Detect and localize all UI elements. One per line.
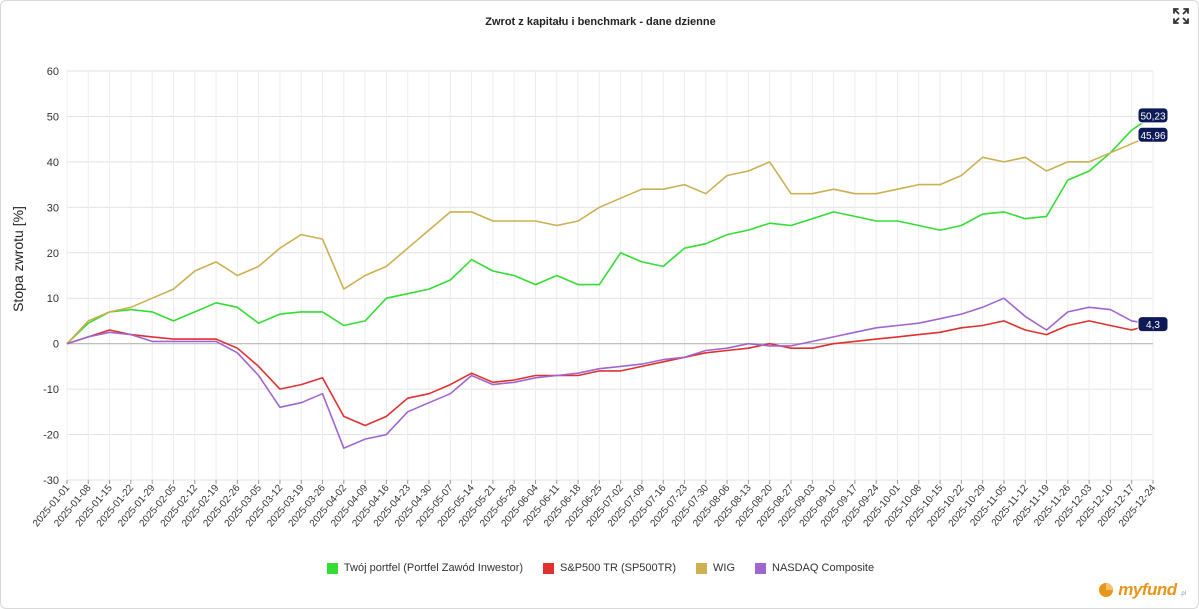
legend-label: S&P500 TR (SP500TR) xyxy=(560,562,676,574)
x-axis-ticks: 2025-01-012025-01-082025-01-152025-01-22… xyxy=(31,480,1159,529)
y-tick-label: 60 xyxy=(47,66,59,78)
y-tick-label: -30 xyxy=(43,475,59,487)
legend-item-nasdaq[interactable]: NASDAQ Composite xyxy=(755,562,874,574)
legend-swatch xyxy=(755,562,766,574)
legend-swatch xyxy=(543,562,555,574)
legend-swatch xyxy=(326,562,338,574)
series-line-0 xyxy=(66,114,1154,345)
grid-lines xyxy=(66,70,1154,481)
end-label-box-0 xyxy=(1137,107,1169,124)
series-line-2 xyxy=(66,134,1154,345)
end-label-box-2 xyxy=(1137,126,1169,143)
end-labels: 50,23 45,96 4,3 xyxy=(1137,107,1169,333)
y-tick-label: 50 xyxy=(47,111,59,123)
y-axis-label: Stopa zwrotu [%] xyxy=(10,206,26,312)
expand-arrows-icon[interactable] xyxy=(1172,7,1190,25)
line-chart: 60 50 40 30 20 10 0 -10 -20 -30 2025-01-012025-01… xyxy=(10,66,1169,529)
y-tick-label: 20 xyxy=(47,248,59,260)
legend-item-wig[interactable]: WIG xyxy=(696,562,735,574)
legend-label: Twój portfel (Portfel Zawód Inwestor) xyxy=(343,562,524,574)
y-tick-label: 0 xyxy=(53,339,59,351)
end-label-extra: 4,3 xyxy=(1146,320,1160,331)
series-line-3 xyxy=(66,297,1154,450)
y-axis-ticks: 60 50 40 30 20 10 0 -10 -20 -30 xyxy=(43,66,59,487)
legend-label: NASDAQ Composite xyxy=(772,562,875,574)
expand-arrows-icon xyxy=(1173,8,1189,24)
series-line-1 xyxy=(66,320,1154,427)
legend-item-portfolio[interactable]: Twój portfel (Portfel Zawód Inwestor) xyxy=(326,562,524,574)
legend-swatch xyxy=(696,562,707,574)
y-tick-label: 30 xyxy=(47,202,59,214)
legend-item-sp500[interactable]: S&P500 TR (SP500TR) xyxy=(543,562,676,574)
end-label-0: 50,23 xyxy=(1140,111,1165,122)
y-tick-label: 40 xyxy=(47,157,59,169)
legend-label: WIG xyxy=(713,562,735,574)
y-tick-label: -20 xyxy=(43,430,59,442)
pie-logo-icon xyxy=(1099,583,1114,597)
series-lines xyxy=(66,114,1154,450)
chart-legend: Twój portfel (Portfel Zawód Inwestor) S&… xyxy=(1,562,1198,574)
end-label-box-extra xyxy=(1137,316,1169,333)
y-tick-label: 10 xyxy=(47,293,59,305)
myfund-logo[interactable]: myfund .pl xyxy=(1097,580,1186,600)
y-tick-label: -10 xyxy=(43,384,59,396)
end-label-2: 45,96 xyxy=(1140,131,1165,142)
logo-text: myfund xyxy=(1118,580,1177,599)
chart-title: Zwrot z kapitału i benchmark - dane dzie… xyxy=(485,16,716,28)
logo-suffix: .pl xyxy=(1179,591,1186,597)
